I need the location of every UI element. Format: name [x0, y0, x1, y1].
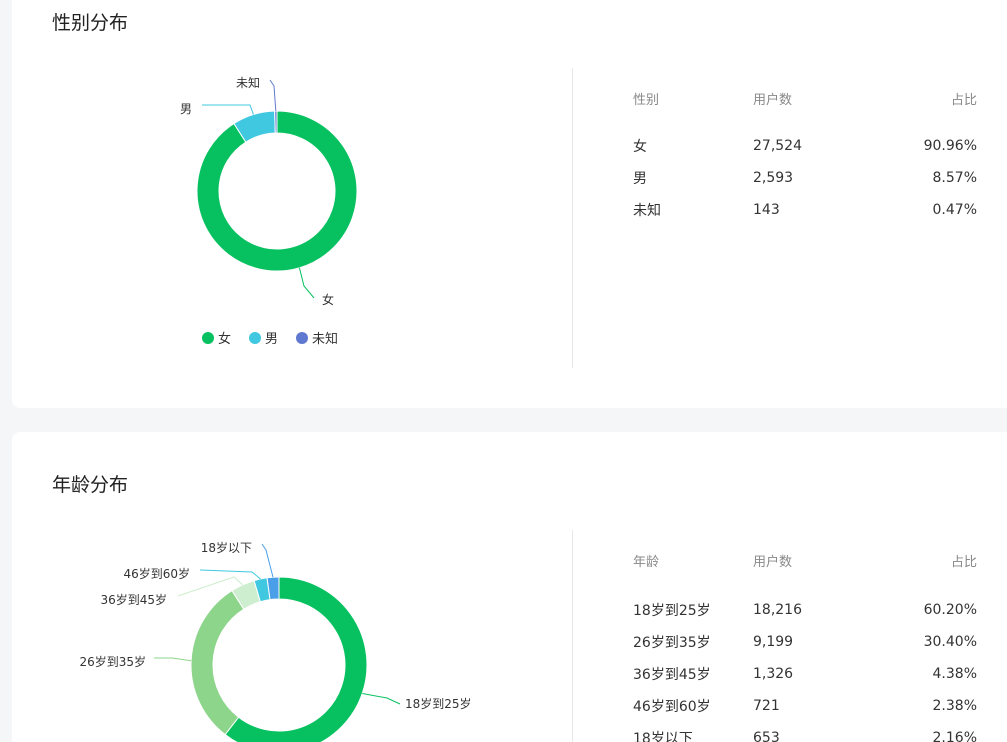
slice-label: 18岁以下: [201, 540, 252, 555]
table-row: 未知 143 0.47%: [633, 194, 977, 226]
age-donut-chart: 18岁到25岁 26岁到35岁 36岁到45岁 46岁到60岁 18岁以下: [79, 540, 472, 742]
age-table: 年龄 用户数 占比 18岁到25岁 18,216 60.20% 26岁到35岁 …: [633, 548, 977, 742]
slice-label: 26岁到35岁: [79, 654, 146, 669]
gender-title: 性别分布: [52, 12, 129, 34]
row-pct: 60.20%: [923, 602, 977, 618]
leader-line: [298, 267, 315, 299]
donut-slice[interactable]: [190, 589, 245, 736]
gender-legend: 女 男 未知: [202, 328, 338, 347]
slice-label: 18岁到25岁: [405, 696, 472, 711]
leader-line: [177, 576, 244, 597]
leader-line: [269, 79, 277, 112]
table-row: 36岁到45岁 1,326 4.38%: [633, 658, 977, 690]
row-label: 女: [633, 139, 647, 155]
row-pct: 4.38%: [932, 666, 977, 682]
legend-item-unknown[interactable]: 未知: [296, 328, 338, 347]
legend-label: 男: [265, 332, 279, 347]
header-gender: 性别: [633, 92, 660, 108]
divider: [572, 68, 573, 368]
row-label: 18岁到25岁: [633, 603, 711, 619]
table-header: 性别 用户数 占比: [633, 86, 977, 110]
slice-label: 女: [322, 292, 334, 307]
row-label: 男: [633, 171, 647, 187]
row-count: 18,216: [753, 602, 802, 618]
legend-label: 女: [218, 332, 232, 347]
header-share: 占比: [950, 554, 977, 570]
row-count: 1,326: [753, 666, 794, 682]
legend-item-female[interactable]: 女: [202, 328, 231, 347]
row-count: 143: [753, 202, 780, 218]
legend-dot-icon: [202, 331, 214, 344]
slice-label: 46岁到60岁: [123, 566, 190, 581]
row-count: 2,593: [753, 170, 794, 186]
leader-line: [199, 569, 261, 580]
row-pct: 2.38%: [932, 698, 977, 714]
table-row: 18岁到25岁 18,216 60.20%: [633, 594, 977, 626]
header-users: 用户数: [753, 92, 793, 108]
slice-label: 未知: [236, 76, 260, 90]
gender-table: 性别 用户数 占比 女 27,524 90.96% 男 2,593 8.57% …: [633, 86, 977, 226]
row-count: 9,199: [753, 634, 794, 650]
row-pct: 0.47%: [932, 202, 977, 218]
age-title: 年龄分布: [52, 474, 129, 496]
row-pct: 90.96%: [923, 138, 977, 154]
header-share: 占比: [950, 92, 977, 108]
gender-card: 性别分布 女男未知 女 男 未知 性别 用户数 占比 女 27,524 90.9…: [12, 0, 1007, 408]
header-users: 用户数: [753, 554, 793, 570]
leader-line: [154, 657, 192, 662]
row-pct: 8.57%: [932, 170, 977, 186]
table-row: 男 2,593 8.57%: [633, 162, 977, 194]
table-row: 18岁以下 653 2.16%: [633, 722, 977, 742]
donut-slice[interactable]: [224, 576, 368, 742]
age-card: 年龄分布 18岁到25岁 26岁到35岁 36岁到45岁 46岁到60岁 18岁以下 年…: [12, 432, 1007, 742]
gender-donut-chart: 女 男 未知: [180, 76, 358, 307]
row-label: 未知: [633, 203, 661, 219]
donut-slice[interactable]: [274, 110, 278, 134]
legend-item-male[interactable]: 男: [249, 328, 278, 347]
slice-label: 男: [180, 102, 192, 116]
legend-label: 未知: [312, 332, 339, 347]
table-row: 46岁到60岁 721 2.38%: [633, 690, 977, 722]
leader-line: [202, 104, 254, 115]
donut-slice[interactable]: [196, 110, 358, 272]
row-count: 653: [753, 730, 780, 742]
row-pct: 2.16%: [932, 730, 977, 742]
row-count: 721: [753, 698, 780, 714]
table-header: 年龄 用户数 占比: [633, 548, 977, 572]
table-row: 女 27,524 90.96%: [633, 130, 977, 162]
leader-line: [261, 543, 274, 578]
legend-dot-icon: [296, 331, 309, 344]
row-label: 36岁到45岁: [633, 667, 711, 683]
table-row: 26岁到35岁 9,199 30.40%: [633, 626, 977, 658]
row-label: 18岁以下: [633, 731, 693, 742]
leader-line: [362, 692, 401, 705]
row-label: 26岁到35岁: [633, 635, 711, 651]
row-count: 27,524: [753, 138, 802, 154]
slice-label: 36岁到45岁: [100, 592, 167, 607]
divider: [572, 530, 573, 742]
donut-slice[interactable]: [266, 576, 280, 601]
row-pct: 30.40%: [923, 634, 977, 650]
legend-dot-icon: [249, 331, 262, 344]
header-age: 年龄: [633, 554, 660, 570]
row-label: 46岁到60岁: [633, 699, 711, 715]
